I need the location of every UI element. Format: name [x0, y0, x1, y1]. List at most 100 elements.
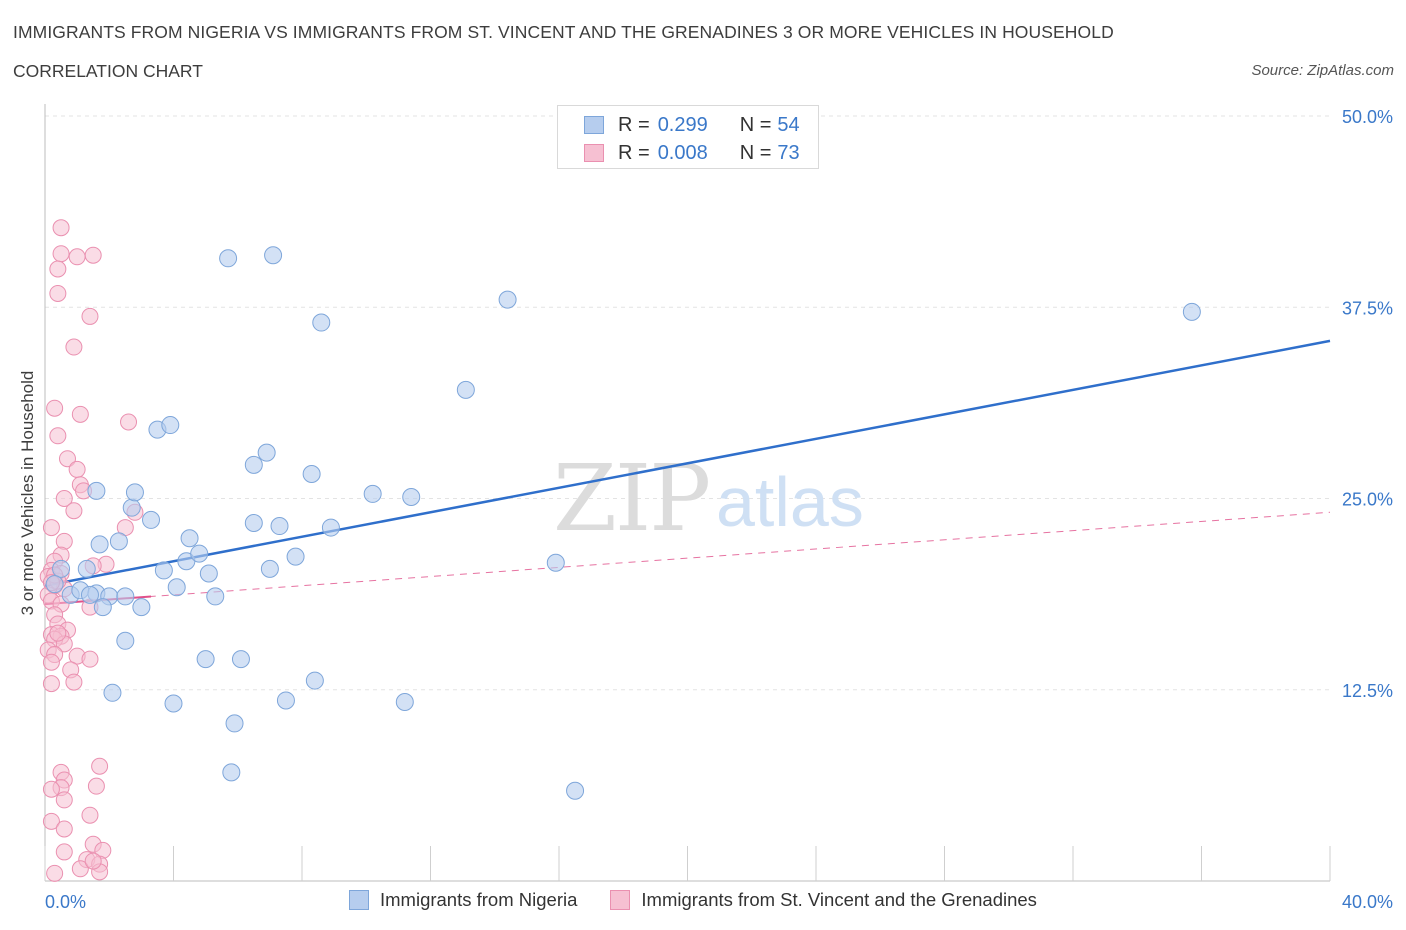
grid-layer	[45, 115, 1330, 691]
data-point-stvincent	[91, 757, 109, 775]
data-point-stvincent	[42, 812, 60, 830]
data-point-nigeria	[132, 598, 151, 617]
data-point-nigeria	[80, 585, 99, 604]
data-point-nigeria	[264, 246, 283, 265]
legend-swatch-blue	[349, 890, 369, 910]
data-point-nigeria	[109, 532, 128, 551]
data-point-stvincent	[84, 246, 102, 264]
legend-swatch-blue	[584, 116, 604, 134]
stats-legend: R = 0.299 N = 54 R = 0.008 N = 73	[557, 105, 819, 169]
axis-layer	[44, 104, 1331, 882]
x-tick-label: 0.0%	[45, 892, 86, 912]
data-point-nigeria	[219, 249, 238, 268]
data-point-stvincent	[65, 338, 83, 356]
chart-title: IMMIGRANTS FROM NIGERIA VS IMMIGRANTS FR…	[13, 22, 1114, 42]
trend-line-stvincent	[44, 511, 1331, 605]
data-point-stvincent	[68, 460, 86, 478]
data-point-stvincent	[42, 780, 60, 798]
data-point-nigeria	[402, 487, 421, 506]
data-point-nigeria	[199, 564, 218, 583]
data-point-nigeria	[125, 483, 144, 502]
x-tick-label: 40.0%	[1342, 892, 1393, 912]
data-point-nigeria	[122, 498, 141, 517]
data-point-nigeria	[222, 763, 241, 782]
legend-item-nigeria: Immigrants from Nigeria	[349, 889, 577, 911]
data-point-stvincent	[49, 427, 67, 445]
data-point-nigeria	[321, 518, 340, 537]
data-point-stvincent	[42, 653, 60, 671]
data-point-nigeria	[161, 416, 180, 435]
data-point-nigeria	[52, 559, 71, 578]
data-point-stvincent	[81, 650, 99, 668]
data-point-stvincent	[55, 843, 73, 861]
legend-swatch-pink	[610, 890, 631, 910]
data-point-stvincent	[42, 519, 60, 537]
data-point-stvincent	[71, 860, 89, 878]
y-tick-label: 37.5%	[1342, 298, 1393, 318]
data-point-stvincent	[81, 806, 99, 824]
data-point-nigeria	[257, 443, 276, 462]
legend-n-label: N =	[739, 113, 772, 136]
data-point-nigeria	[87, 481, 106, 500]
y-tick-label: 25.0%	[1342, 490, 1393, 510]
data-point-stvincent	[49, 260, 67, 278]
data-point-stvincent	[55, 820, 73, 838]
data-point-nigeria	[395, 692, 414, 711]
data-point-nigeria	[231, 650, 250, 669]
trend-line-nigeria	[44, 339, 1331, 587]
legend-row-nigeria: R = 0.299 N = 54	[584, 113, 800, 137]
data-point-stvincent	[68, 248, 86, 266]
data-point-stvincent	[120, 413, 138, 431]
legend-item-stvincent: Immigrants from St. Vincent and the Gren…	[610, 889, 1037, 911]
chart-subtitle: CORRELATION CHART	[13, 61, 203, 81]
data-point-stvincent	[46, 399, 64, 417]
legend-n-value: 73	[777, 141, 800, 164]
legend-r-value: 0.008	[657, 141, 708, 164]
source-note: Source: ZipAtlas.com	[1251, 62, 1394, 79]
series-pink-points	[39, 219, 144, 882]
data-point-nigeria	[260, 559, 279, 578]
data-point-nigeria	[206, 587, 225, 606]
series-legend: Immigrants from Nigeria Immigrants from …	[349, 889, 1070, 911]
data-point-nigeria	[45, 575, 64, 594]
data-point-nigeria	[566, 781, 585, 800]
data-point-stvincent	[71, 405, 89, 423]
data-point-nigeria	[456, 380, 475, 399]
data-point-nigeria	[286, 547, 305, 566]
data-point-nigeria	[225, 714, 244, 733]
y-tick-label: 12.5%	[1342, 681, 1393, 701]
data-point-stvincent	[52, 245, 70, 263]
data-point-stvincent	[87, 777, 105, 795]
data-point-nigeria	[77, 559, 96, 578]
data-point-stvincent	[49, 284, 67, 302]
data-point-nigeria	[196, 650, 215, 669]
legend-row-stvincent: R = 0.008 N = 73	[584, 141, 800, 165]
data-point-nigeria	[276, 691, 295, 710]
data-point-nigeria	[90, 535, 109, 554]
watermark-zip: ZIP	[553, 445, 709, 552]
data-point-nigeria	[180, 529, 199, 548]
data-point-nigeria	[302, 465, 321, 484]
tick-labels: 12.5% 25.0% 37.5% 50.0% 0.0% 40.0%	[45, 107, 1393, 912]
data-point-nigeria	[498, 290, 517, 309]
legend-n-label: N =	[739, 141, 772, 164]
data-point-nigeria	[546, 553, 565, 572]
data-point-nigeria	[190, 544, 209, 563]
legend-swatch-pink	[584, 144, 604, 162]
legend-label-stvincent: Immigrants from St. Vincent and the Gren…	[641, 889, 1037, 910]
data-point-stvincent	[58, 450, 76, 468]
watermark: ZIP atlas	[553, 445, 864, 552]
data-point-nigeria	[270, 517, 289, 536]
data-point-stvincent	[55, 490, 73, 507]
legend-r-label: R =	[618, 113, 650, 136]
data-point-nigeria	[305, 671, 324, 690]
data-point-stvincent	[42, 675, 60, 693]
watermark-atlas: atlas	[716, 463, 864, 541]
data-point-nigeria	[116, 587, 135, 606]
data-point-nigeria	[116, 631, 135, 650]
data-point-stvincent	[65, 502, 83, 520]
data-point-nigeria	[142, 510, 161, 529]
data-point-stvincent	[81, 307, 99, 325]
data-point-nigeria	[244, 513, 263, 532]
legend-n-value: 54	[777, 113, 800, 136]
